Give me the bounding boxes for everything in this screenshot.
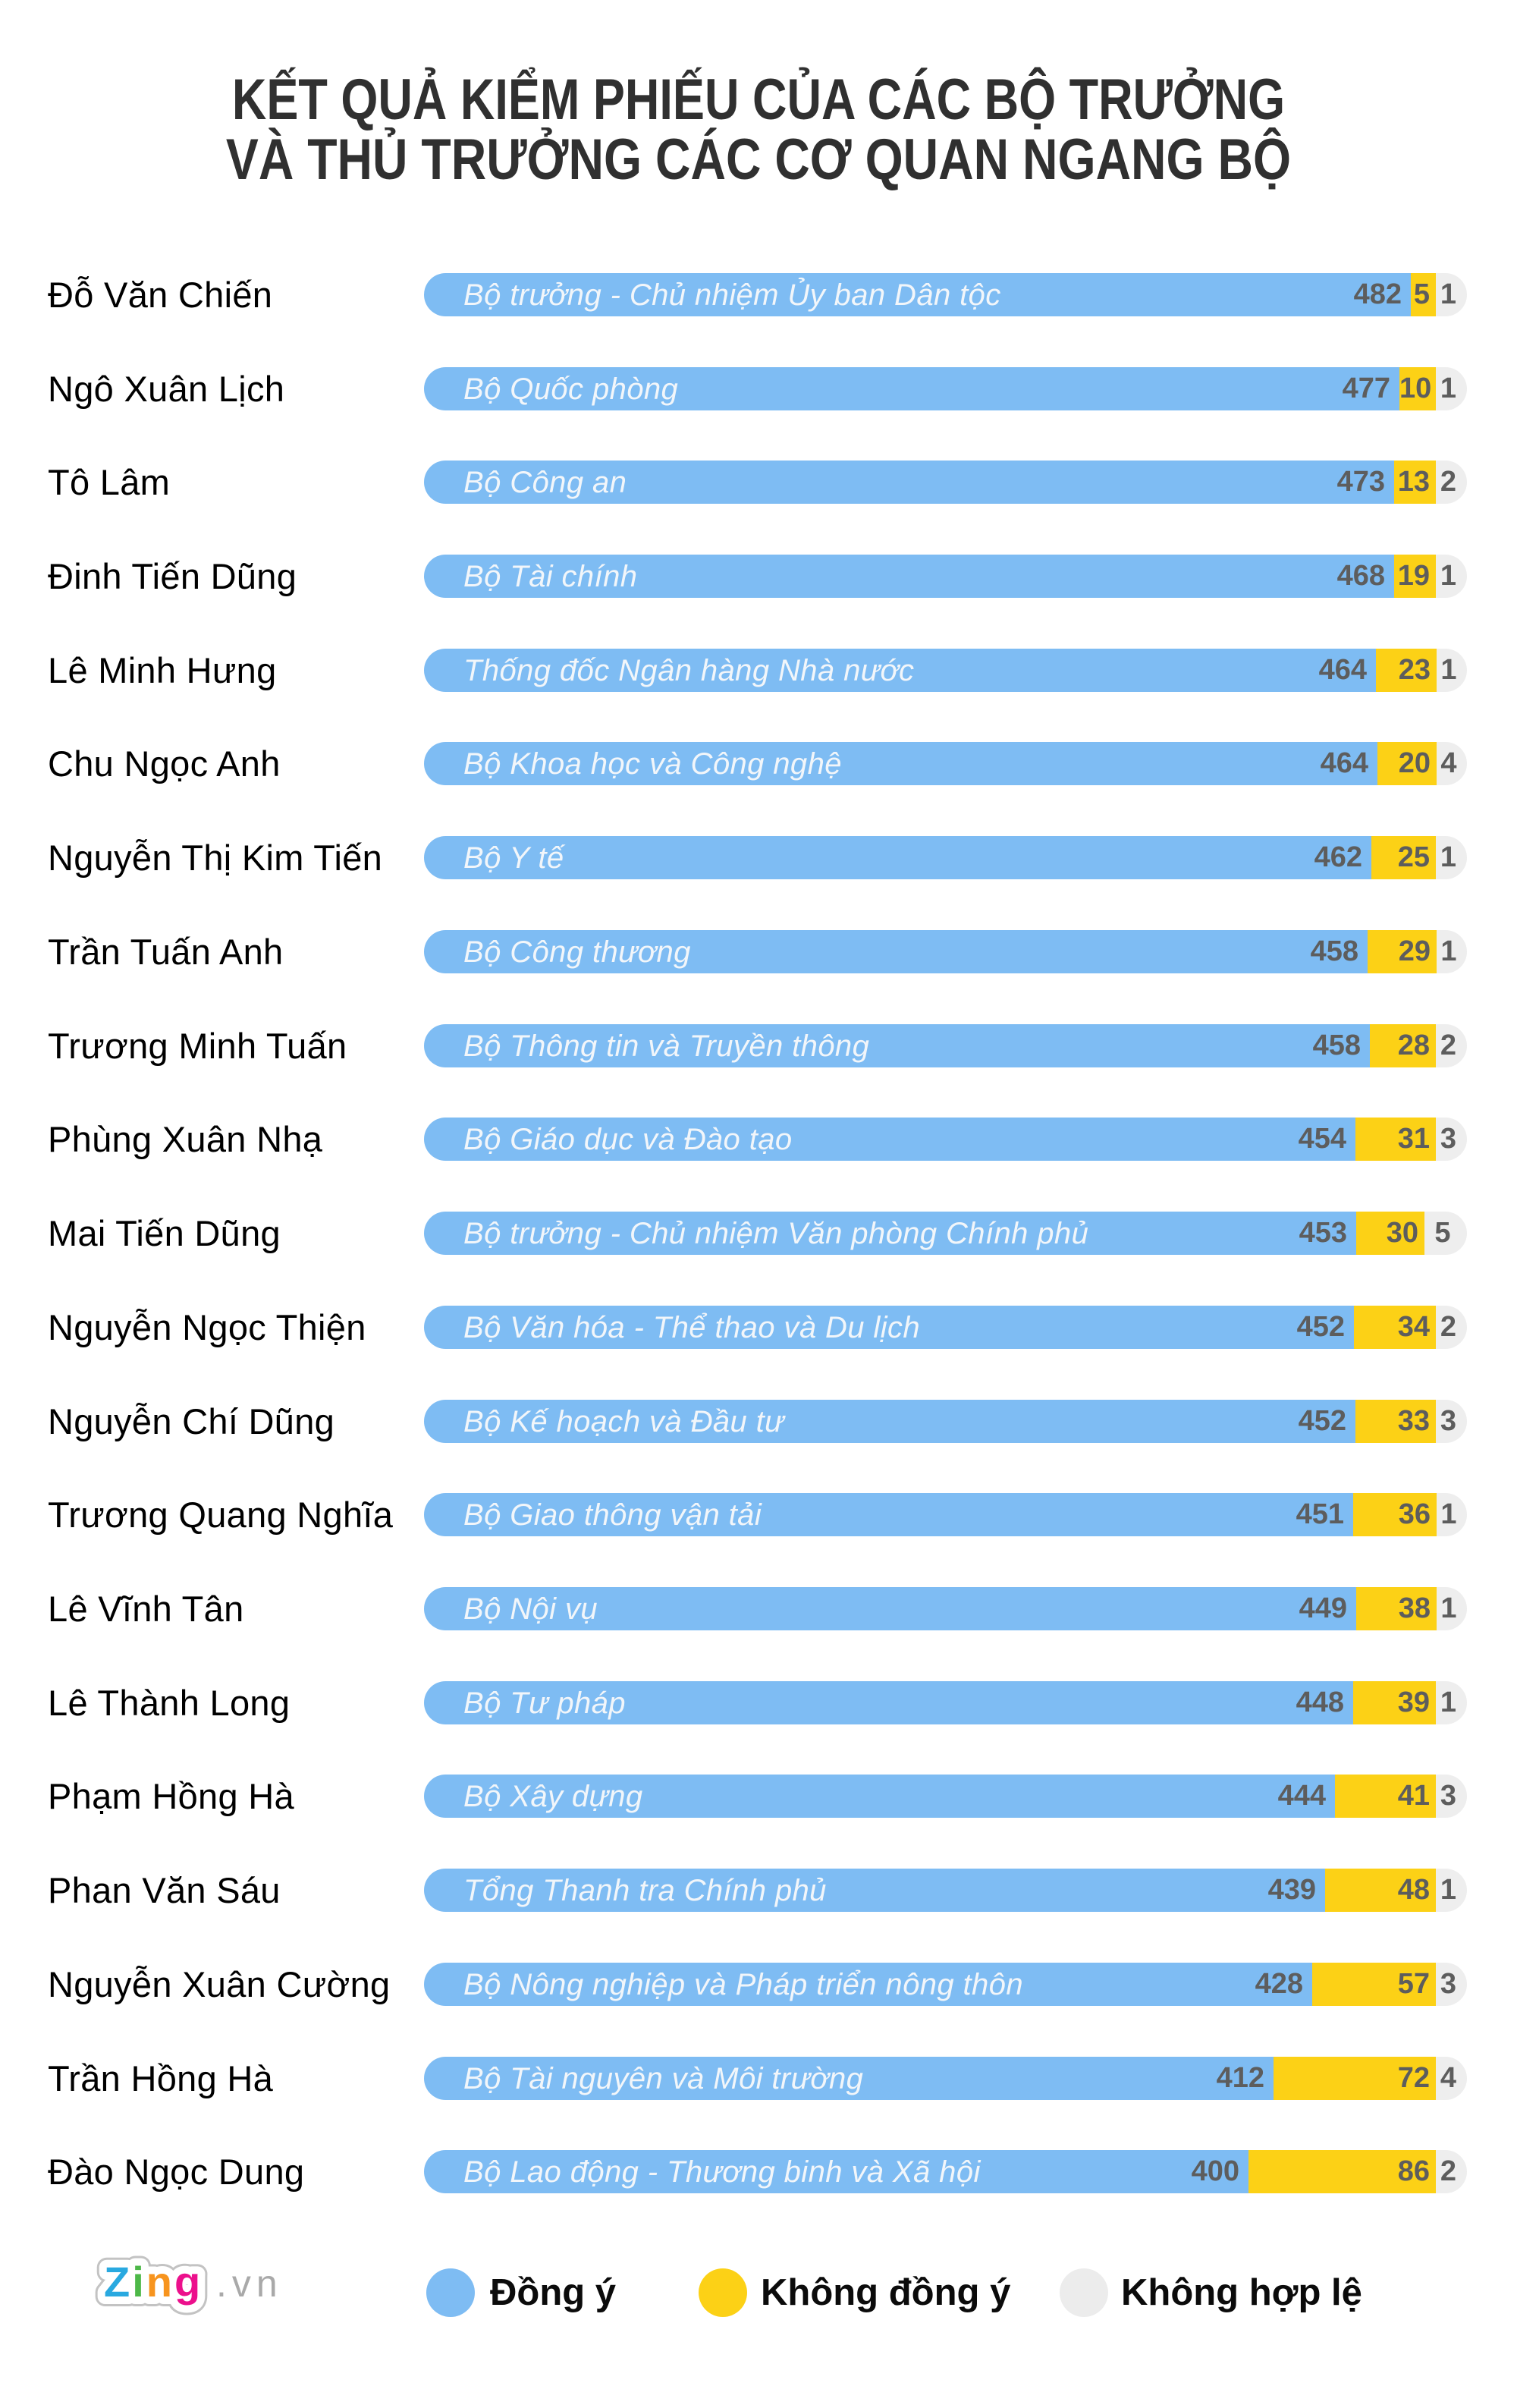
svg-text:Zing: Zing	[104, 2258, 203, 2306]
svg-text:Zing: Zing	[104, 2258, 203, 2306]
svg-text:Zing: Zing	[104, 2258, 203, 2306]
svg-text:.vn: .vn	[216, 2262, 283, 2305]
